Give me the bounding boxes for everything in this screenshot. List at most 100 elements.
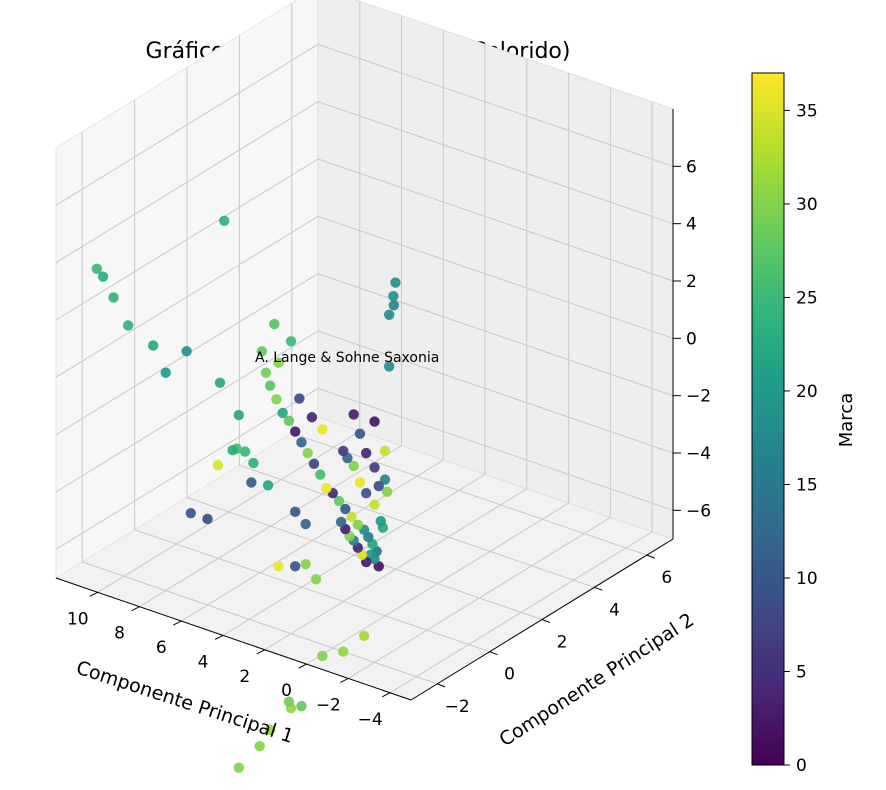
colorbar-tick-label: 30 [796, 195, 818, 215]
data-point [358, 630, 370, 642]
tick-mark [646, 554, 655, 559]
x-tick-label: 2 [239, 667, 250, 687]
data-point [390, 277, 401, 288]
data-point [361, 447, 372, 459]
z-tick-label: 2 [686, 272, 697, 292]
data-point [285, 336, 297, 347]
data-point [317, 424, 328, 435]
data-point [273, 357, 284, 368]
colorbar-gradient [751, 72, 785, 766]
z-tick-label: −4 [686, 444, 711, 464]
grid-line [317, 330, 674, 454]
y-tick-label: −2 [445, 697, 470, 717]
data-point [233, 409, 245, 421]
tick-mark [381, 692, 391, 698]
data-point [381, 486, 393, 498]
data-point [290, 506, 301, 518]
tick-mark [340, 678, 349, 683]
x-tick-label: −4 [358, 710, 383, 730]
tick-mark [541, 619, 551, 623]
data-point [335, 516, 347, 528]
grid-line [317, 215, 674, 339]
y-tick-label: 2 [557, 633, 568, 653]
data-point [97, 271, 109, 282]
tick-mark [89, 591, 98, 597]
tick-mark [173, 620, 182, 626]
data-point [294, 393, 305, 404]
data-point [388, 290, 399, 302]
data-point [333, 495, 345, 507]
y-tick-label: 6 [661, 568, 672, 588]
tick-mark [256, 649, 266, 655]
data-point [264, 724, 276, 735]
data-point [379, 445, 391, 457]
data-point [227, 444, 238, 456]
colorbar-tick-label: 10 [796, 569, 818, 589]
data-point [340, 503, 351, 515]
data-point [310, 574, 322, 585]
data-point [185, 508, 196, 519]
colorbar-tick-label: 25 [796, 288, 818, 308]
colorbar-tick-label: 15 [796, 475, 818, 495]
data-point [269, 318, 280, 330]
data-point [219, 215, 230, 227]
x-tick-label: 0 [281, 681, 292, 701]
z-tick-label: 6 [686, 157, 697, 177]
grid-line [55, 101, 319, 264]
colorbar-label: Marca [836, 393, 857, 448]
data-point [212, 460, 224, 471]
data-point [315, 469, 326, 480]
grid-line [55, 43, 319, 206]
data-point [383, 361, 395, 372]
data-point [260, 367, 272, 378]
data-point [290, 426, 301, 437]
data-point [122, 320, 134, 331]
data-point [283, 415, 295, 427]
data-point [348, 460, 359, 472]
tick-mark [131, 606, 140, 612]
data-point [273, 561, 284, 572]
data-point [262, 480, 274, 491]
grid-line [55, 387, 319, 550]
data-point [369, 499, 380, 510]
data-point [361, 488, 372, 499]
data-point [354, 428, 366, 439]
data-point [91, 263, 103, 274]
z-tick-label: −2 [686, 387, 711, 407]
grid-line [134, 529, 490, 653]
z-tick-label: 4 [686, 215, 697, 235]
colorbar-tick-label: 0 [796, 756, 807, 776]
data-point [375, 515, 387, 527]
z-tick-label: 0 [686, 329, 697, 349]
grid-line [55, 215, 319, 378]
data-point [338, 445, 349, 457]
data-points [91, 215, 401, 773]
grid-line [317, 101, 674, 225]
tick-mark [437, 683, 446, 688]
data-point [148, 340, 159, 351]
data-point [202, 513, 213, 525]
data-point [300, 558, 311, 570]
colorbar-tick-label: 20 [796, 382, 818, 402]
grid-line [82, 561, 438, 685]
data-point [302, 447, 313, 459]
data-point [369, 416, 380, 427]
data-point [248, 457, 259, 469]
data-point [306, 412, 318, 423]
data-point [108, 292, 119, 303]
colorbar: 0 5 10 15 20 25 30 35 [751, 72, 818, 776]
data-point [296, 437, 307, 448]
y-tick-label: 0 [504, 665, 515, 685]
z-tick-label: −6 [686, 501, 711, 521]
tick-mark [489, 651, 498, 656]
grid-line [239, 464, 595, 588]
grid-lines [55, 1, 674, 694]
data-point [373, 480, 384, 492]
data-point [246, 477, 257, 488]
data-point [271, 394, 282, 405]
point-annotation: A. Lange & Sohne Saxonia [255, 350, 439, 366]
data-point [233, 762, 245, 773]
y-axis-label: Componente Principal 2 [495, 609, 697, 751]
data-point [383, 309, 395, 320]
